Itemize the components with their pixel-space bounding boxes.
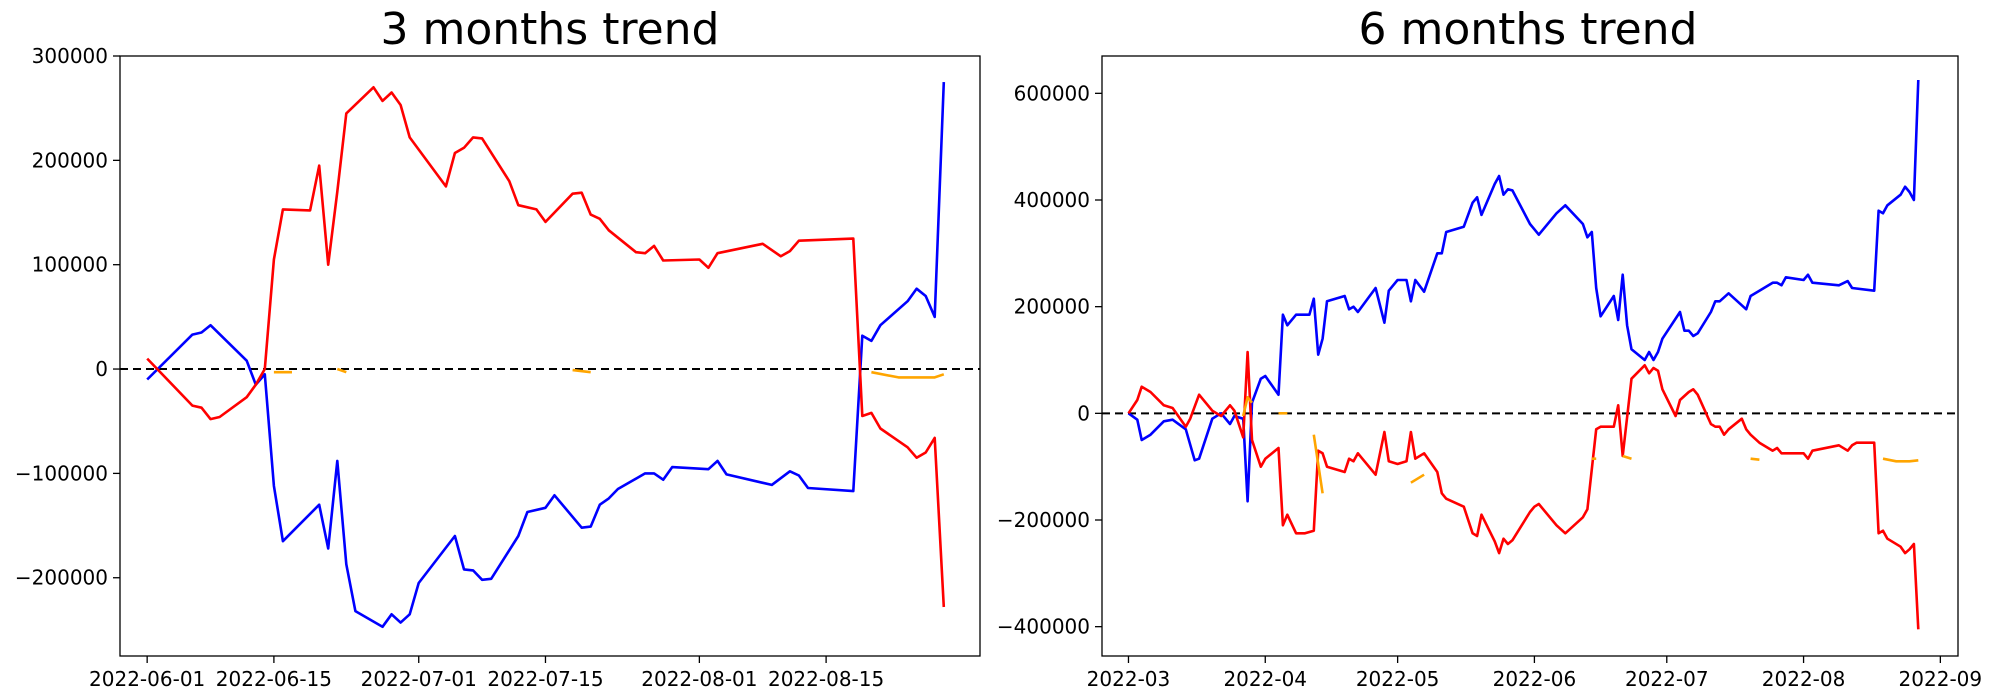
x-tick-label: 2022-07 [1625, 667, 1709, 691]
x-tick-label: 2022-06-01 [89, 667, 205, 691]
x-tick-label: 2022-08-01 [641, 667, 757, 691]
y-tick-label: 200000 [32, 148, 108, 172]
series-series-c-line-segment-0 [1241, 395, 1254, 417]
series-series-c-line-segment-5 [1622, 454, 1632, 460]
y-tick-label: 200000 [1014, 295, 1090, 319]
y-tick-label: 100000 [32, 253, 108, 277]
series-series-b-line [146, 86, 946, 608]
series-series-c-line-segment-3 [871, 370, 945, 379]
chart-title: 3 months trend [381, 4, 720, 55]
y-tick-label: 300000 [32, 44, 108, 68]
x-tick-label: 2022-09 [1899, 667, 1983, 691]
x-tick-label: 2022-04 [1223, 667, 1307, 691]
x-tick-label: 2022-07-15 [487, 667, 603, 691]
series-series-a-line [1127, 79, 1920, 503]
y-tick-label: 600000 [1014, 81, 1090, 105]
x-tick-label: 2022-06 [1493, 667, 1577, 691]
x-tick-label: 2022-06-15 [216, 667, 332, 691]
y-tick-label: 400000 [1014, 188, 1090, 212]
series-series-c-line-segment-7 [1882, 457, 1919, 463]
plot-frame [119, 55, 981, 657]
x-tick-label: 2022-05 [1356, 667, 1440, 691]
x-tick-label: 2022-03 [1087, 667, 1171, 691]
series-series-b-line [1127, 350, 1920, 630]
chart-panel-3-months: 3 months trend −200000 −100000 0 100000 2000… [15, 4, 981, 691]
chart-title: 6 months trend [1359, 4, 1698, 55]
series-series-a-line [146, 82, 946, 629]
series-series-c-line-segment-6 [1750, 457, 1760, 461]
series-series-c-line-segment-1 [336, 367, 347, 374]
y-tick-label: 0 [1077, 401, 1090, 425]
y-tick-label: −100000 [15, 461, 108, 485]
y-tick-label: −400000 [997, 615, 1090, 639]
y-tick-label: −200000 [15, 566, 108, 590]
series-series-c-line-segment-3 [1410, 473, 1425, 484]
series-series-c-line-segment-2 [572, 368, 591, 374]
y-tick-label: 0 [95, 357, 108, 381]
plot-frame [1101, 55, 1959, 657]
series-series-c-line-segment-2 [1312, 434, 1324, 494]
x-tick-label: 2022-08-15 [768, 667, 884, 691]
y-tick-label: −200000 [997, 508, 1090, 532]
x-tick-label: 2022-08 [1762, 667, 1846, 691]
chart-panel-6-months: 6 months trend −400000 −200000 0 200000 4000… [997, 4, 1982, 691]
x-tick-label: 2022-07-01 [361, 667, 477, 691]
